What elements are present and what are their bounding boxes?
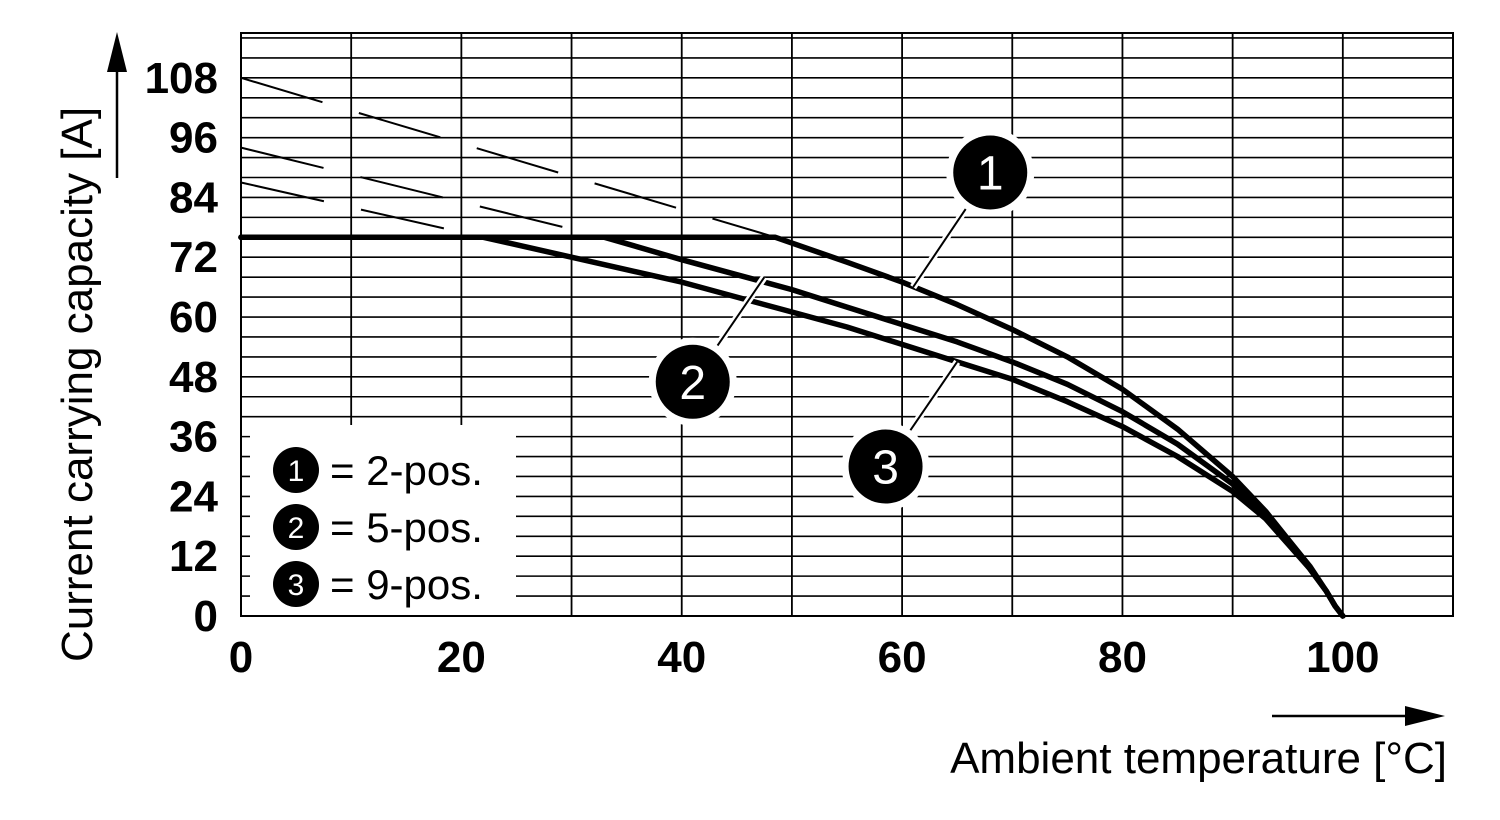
callout-3: 3 [841, 359, 961, 511]
callout-label: 1 [977, 148, 1004, 201]
y-tick-label: 72 [169, 233, 218, 282]
x-tick-label: 40 [657, 633, 706, 682]
series-3-line [238, 234, 1346, 619]
x-tick-label: 0 [229, 633, 253, 682]
legend-badge-label: 3 [288, 569, 305, 602]
legend-label: = 2-pos. [330, 447, 483, 494]
x-tick-label: 60 [878, 633, 927, 682]
y-tick-label: 96 [169, 114, 218, 163]
legend: 1 = 2-pos. 2 = 5-pos. 3 = 9-pos. [250, 425, 516, 615]
legend-item: 3 = 9-pos. [273, 561, 483, 608]
plot-frame [240, 32, 1454, 617]
legend-badge [273, 504, 319, 550]
y-tick-label: 36 [169, 413, 218, 462]
y-tick-label: 84 [169, 173, 218, 222]
x-tick-label: 20 [437, 633, 486, 682]
x-tick-label: 80 [1098, 633, 1147, 682]
y-tick-label: 0 [194, 592, 218, 641]
y-axis-arrow-head [107, 32, 127, 72]
callout-1: 1 [910, 128, 1035, 290]
series-1-dashed-extension [240, 76, 776, 239]
legend-label: = 5-pos. [330, 504, 483, 551]
y-tick-label: 12 [169, 532, 218, 581]
callout-badge [953, 135, 1028, 210]
series-3-dashed-extension [240, 181, 484, 239]
legend-badge-label: 2 [288, 512, 305, 545]
legend-item: 1 = 2-pos. [273, 447, 483, 494]
x-axis-title: Ambient temperature [°C] [950, 734, 1447, 783]
y-tick-label: 108 [145, 54, 218, 103]
callout-label: 2 [679, 357, 706, 410]
legend-badge-label: 1 [288, 455, 305, 488]
callout-label: 3 [872, 442, 899, 495]
y-tick-label: 48 [169, 353, 218, 402]
callout-badge [848, 429, 923, 504]
legend-badge [273, 447, 319, 493]
legend-badge [273, 561, 319, 607]
series-2-dashed-extension [240, 146, 605, 239]
legend-label: = 9-pos. [330, 561, 483, 608]
callout-badge [655, 344, 730, 419]
legend-item: 2 = 5-pos. [273, 504, 483, 551]
x-axis-arrow-head [1405, 706, 1445, 726]
x-tick-label: 100 [1306, 633, 1379, 682]
y-tick-label: 24 [169, 472, 218, 521]
callout-2: 2 [648, 275, 768, 426]
y-tick-label: 60 [169, 293, 218, 342]
y-axis-title: Current carrying capacity [A] [53, 107, 102, 662]
